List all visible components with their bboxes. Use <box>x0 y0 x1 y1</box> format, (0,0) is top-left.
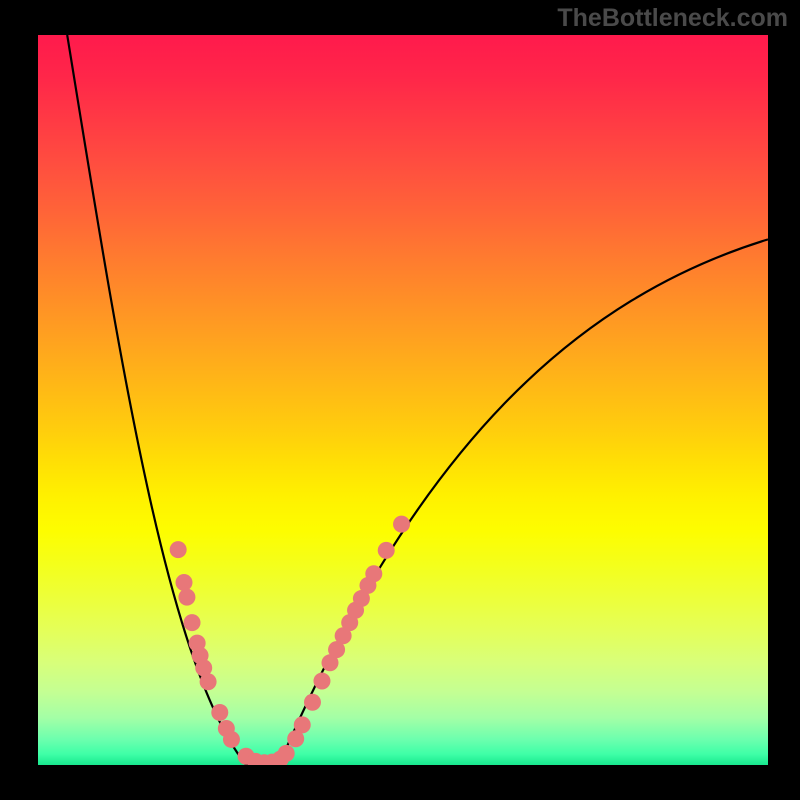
data-dot <box>278 745 295 762</box>
data-dot <box>313 673 330 690</box>
data-dot <box>170 541 187 558</box>
chart-root: TheBottleneck.com <box>0 0 800 800</box>
plot-area <box>38 35 768 765</box>
data-dot <box>184 614 201 631</box>
watermark-text: TheBottleneck.com <box>557 4 788 33</box>
data-dot <box>176 574 193 591</box>
data-dot <box>365 565 382 582</box>
data-dots <box>170 516 410 765</box>
data-dot <box>393 516 410 533</box>
data-dot <box>378 542 395 559</box>
bottleneck-curve <box>67 35 768 765</box>
curve-overlay <box>38 35 768 765</box>
data-dot <box>211 704 228 721</box>
data-dot <box>304 694 321 711</box>
data-dot <box>200 673 217 690</box>
data-dot <box>294 716 311 733</box>
data-dot <box>223 731 240 748</box>
data-dot <box>178 589 195 606</box>
